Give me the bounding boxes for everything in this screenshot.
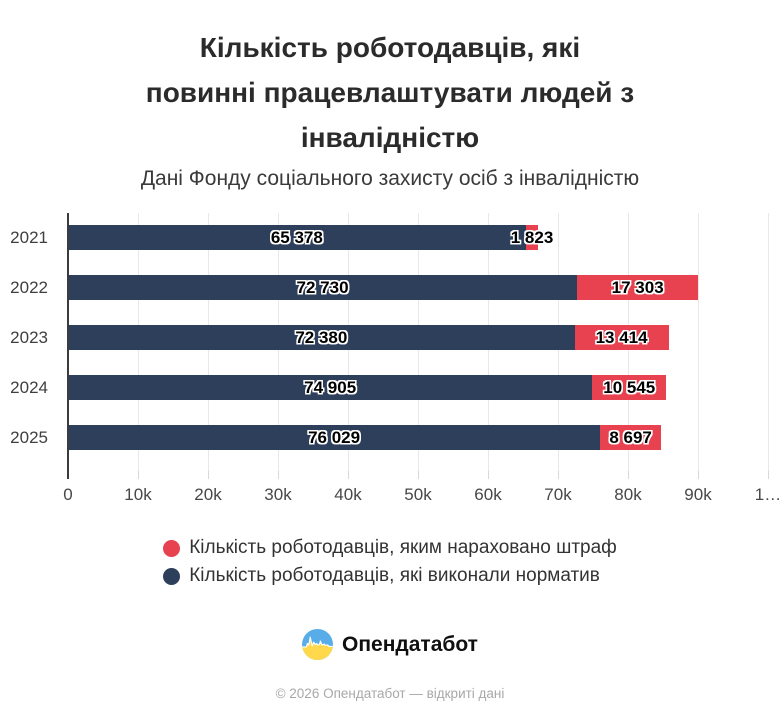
x-tick-label: 50k xyxy=(404,485,432,504)
brand-footer: Опендатабот xyxy=(0,629,780,660)
bar-value-label: 13 414 xyxy=(595,327,648,347)
y-tick-label-2024: 2024 xyxy=(10,377,48,397)
bar-compliant-2021: 65 378 xyxy=(68,225,526,250)
x-axis-tick xyxy=(278,471,279,479)
bar-compliant-2024: 74 905 xyxy=(68,375,593,400)
gridline xyxy=(698,213,699,471)
x-axis-tick xyxy=(348,471,349,479)
stacked-bar-chart: 2021 2022 2023 2024 2025 65 378 1 823 72 730 17… xyxy=(0,213,780,504)
legend: Кількість роботодавців, яким нараховано … xyxy=(0,534,780,590)
bar-value-label: 10 545 xyxy=(603,377,656,397)
chart-title-line-1: Кількість роботодавців, які xyxy=(199,32,581,63)
legend-box: Кількість роботодавців, яким нараховано … xyxy=(163,534,617,590)
bar-value-label: 8 697 xyxy=(609,427,652,447)
legend-dot-red-icon xyxy=(163,539,181,557)
brand-name: Опендатабот xyxy=(342,632,478,656)
chart-title-line-2: повинні працевлаштувати людей з xyxy=(145,77,635,108)
x-tick-label: 40k xyxy=(334,485,362,504)
legend-item-fined: Кількість роботодавців, яким нараховано … xyxy=(163,534,617,562)
header: Кількість роботодавців, які повинні прац… xyxy=(0,0,780,193)
plot-area: 65 378 1 823 72 730 17 303 72 380 13 414 74 90… xyxy=(63,213,780,504)
x-axis-tick xyxy=(558,471,559,479)
x-axis-tick xyxy=(768,471,769,479)
y-axis-labels: 2021 2022 2023 2024 2025 xyxy=(0,213,68,471)
chart-title-line-3: інвалідністю xyxy=(300,122,480,153)
bar-fined-2022: 17 303 xyxy=(577,275,699,300)
opendatabot-logo-icon xyxy=(302,629,334,660)
bar-compliant-2022: 72 730 xyxy=(68,275,578,300)
x-tick-label: 80k xyxy=(614,485,642,504)
y-tick-label-2022: 2022 xyxy=(10,277,48,297)
logo-yellow-half xyxy=(302,636,334,660)
y-tick-label-2023: 2023 xyxy=(10,327,48,347)
chart-subtitle: Дані Фонду соціального захисту осіб з ін… xyxy=(140,167,640,190)
bar-fined-2023: 13 414 xyxy=(574,325,669,350)
x-axis-tick xyxy=(698,471,699,479)
x-axis-tick xyxy=(208,471,209,479)
bar-value-label: 72 730 xyxy=(296,277,349,297)
legend-dot-navy-icon xyxy=(163,567,181,585)
bar-value-label: 1 823 xyxy=(510,227,554,247)
bar-row-2023: 72 380 13 414 xyxy=(68,325,669,350)
x-tick-label: 0 xyxy=(63,485,73,504)
bar-value-label: 17 303 xyxy=(611,277,664,297)
x-axis-labels: 0 10k 20k 30k 40k 50k 60k 70k 80k 90k 1… xyxy=(63,485,780,507)
x-tick-label: 10k xyxy=(124,485,152,504)
bar-fined-2024: 10 545 xyxy=(592,375,667,400)
bar-fined-2021: 1 823 xyxy=(511,225,553,250)
bar-fined-2025: 8 697 xyxy=(600,425,662,450)
x-axis-tick xyxy=(138,471,139,479)
x-tick-label: 20k xyxy=(194,485,222,504)
gridline xyxy=(768,213,769,471)
bar-row-2021: 65 378 1 823 xyxy=(68,225,553,250)
legend-label-compliant: Кількість роботодавців, які виконали нор… xyxy=(189,565,600,586)
x-tick-label: 70k xyxy=(544,485,572,504)
bar-value-label: 76 029 xyxy=(308,427,361,447)
x-tick-label: 60k xyxy=(474,485,502,504)
bar-value-label: 74 905 xyxy=(304,377,357,397)
x-axis-tick xyxy=(628,471,629,479)
bar-compliant-2023: 72 380 xyxy=(68,325,575,350)
bar-row-2025: 76 029 8 697 xyxy=(68,425,662,450)
bar-row-2024: 74 905 10 545 xyxy=(68,375,667,400)
x-tick-label: 1… xyxy=(754,485,780,504)
bar-value-label: 65 378 xyxy=(270,227,323,247)
y-axis-line xyxy=(67,213,69,479)
bar-compliant-2025: 76 029 xyxy=(68,425,601,450)
x-tick-label: 90k xyxy=(684,485,712,504)
copyright: © 2026 Опендатабот — відкриті дані xyxy=(275,686,505,701)
x-axis-tick xyxy=(488,471,489,479)
x-tick-label: 30k xyxy=(264,485,292,504)
legend-item-compliant: Кількість роботодавців, які виконали нор… xyxy=(163,562,617,590)
y-tick-label-2025: 2025 xyxy=(10,427,48,447)
bar-row-2022: 72 730 17 303 xyxy=(68,275,699,300)
chart-title: Кількість роботодавців, які повинні прац… xyxy=(0,25,780,160)
x-axis-tick xyxy=(418,471,419,479)
bar-value-label: 72 380 xyxy=(295,327,348,347)
y-tick-label-2021: 2021 xyxy=(10,227,48,247)
legend-label-fined: Кількість роботодавців, яким нараховано … xyxy=(189,537,617,558)
